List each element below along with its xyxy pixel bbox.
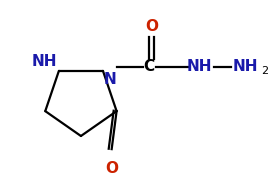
Text: NH: NH <box>31 54 57 69</box>
Text: O: O <box>105 161 118 176</box>
Text: 2: 2 <box>261 66 268 76</box>
Text: C: C <box>143 59 154 74</box>
Text: NH: NH <box>187 59 213 74</box>
Text: N: N <box>104 72 117 87</box>
Text: O: O <box>145 19 158 34</box>
Text: NH: NH <box>232 59 258 74</box>
